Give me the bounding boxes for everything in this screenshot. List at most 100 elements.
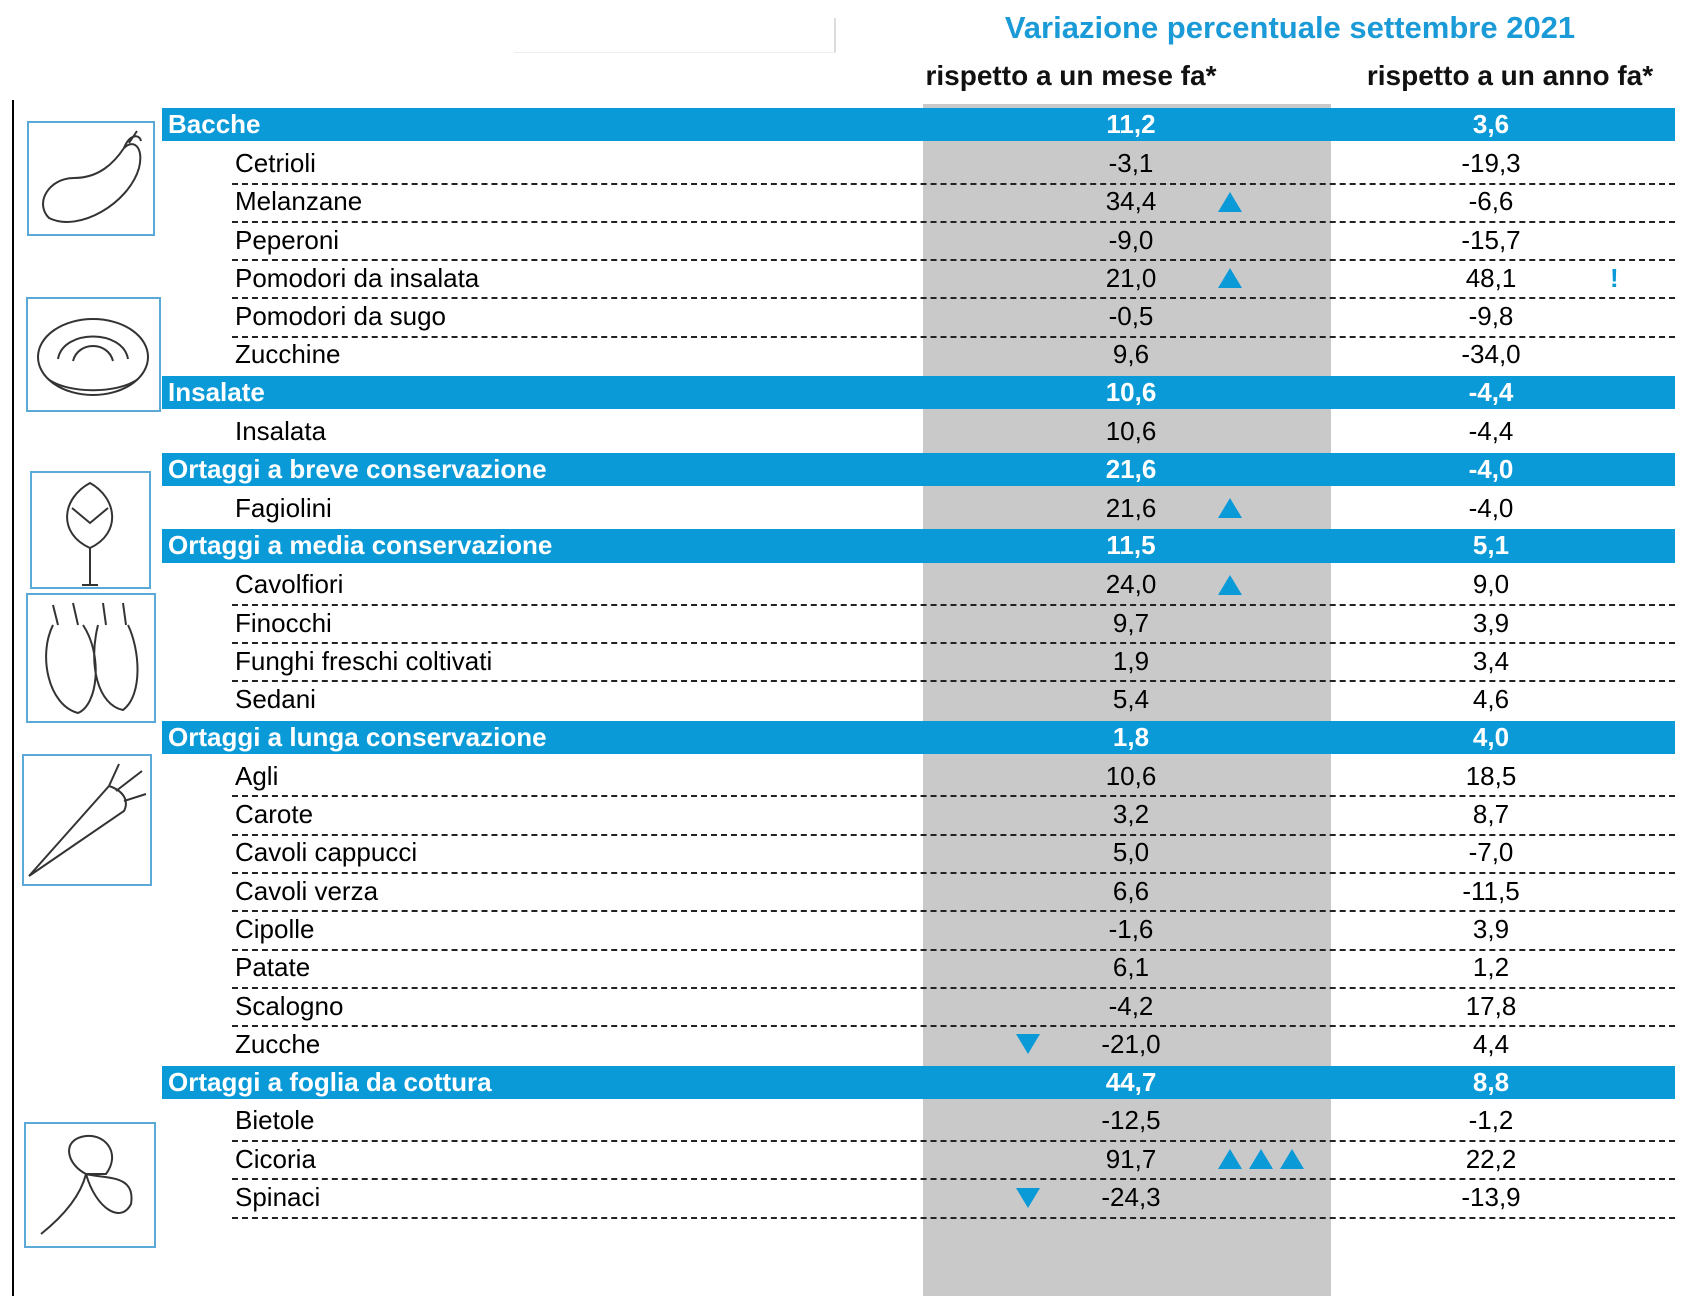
- year-value: 48,1: [1465, 262, 1517, 293]
- month-value: 10,6: [1105, 760, 1157, 791]
- item-name: Scalogno: [235, 990, 344, 1021]
- row-divider: [232, 642, 1675, 645]
- month-value: 6,1: [1112, 952, 1150, 983]
- up-arrow: [1218, 1149, 1242, 1170]
- year-value: 8,7: [1472, 799, 1510, 830]
- year-value: 17,8: [1465, 990, 1517, 1021]
- up-arrow: [1280, 1149, 1304, 1170]
- item-row: Insalata 10,6 -4,4: [162, 412, 1675, 450]
- item-row: Cavoli cappucci 5,0 -7,0: [162, 834, 1675, 874]
- up-arrow: [1249, 1149, 1273, 1170]
- year-value: -4,4: [1468, 377, 1514, 408]
- month-value: -4,2: [1108, 990, 1154, 1021]
- up-arrow: [1218, 574, 1242, 595]
- item-name: Peperoni: [235, 224, 340, 255]
- item-row: Finocchi 9,7 3,9: [162, 604, 1675, 645]
- year-value: 3,9: [1472, 607, 1510, 638]
- month-value: 3,2: [1112, 799, 1150, 830]
- item-row: Funghi freschi coltivati 1,9 3,4: [162, 642, 1675, 683]
- column-header: rispetto a un anno fa*: [1366, 60, 1654, 91]
- row-divider: [232, 1140, 1675, 1143]
- row-divider: [232, 1216, 1675, 1219]
- row-divider: [232, 1025, 1675, 1028]
- month-value: -21,0: [1101, 1028, 1161, 1059]
- group-name: Bacche: [168, 109, 261, 140]
- item-name: Fagiolini: [235, 492, 332, 523]
- artichoke-icon: [30, 471, 151, 589]
- left-rule: [12, 100, 14, 1296]
- group-name: Ortaggi a breve conservazione: [168, 453, 547, 484]
- year-value: 3,6: [1472, 109, 1510, 140]
- year-value: 4,4: [1472, 1028, 1510, 1059]
- item-name: Cavoli cappucci: [235, 837, 418, 868]
- group-row: Insalate 10,6 -4,4: [162, 376, 1675, 410]
- item-row: Melanzane 34,4 -6,6: [162, 183, 1675, 223]
- month-value: 21,6: [1105, 453, 1157, 484]
- item-name: Cavolfiori: [235, 569, 344, 600]
- year-value: -15,7: [1461, 224, 1521, 255]
- item-row: Agli 10,6 18,5: [162, 757, 1675, 798]
- item-name: Cetrioli: [235, 147, 316, 178]
- row-divider: [232, 910, 1675, 913]
- row-divider: [232, 986, 1675, 989]
- item-name: Insalata: [235, 416, 327, 447]
- item-row: Cetrioli -3,1 -19,3: [162, 144, 1675, 185]
- item-row: Cipolle -1,6 3,9: [162, 910, 1675, 951]
- item-name: Zucchine: [235, 339, 341, 370]
- item-row: Zucche -21,0 4,4: [162, 1025, 1675, 1063]
- row-divider: [232, 259, 1675, 262]
- item-name: Cicoria: [235, 1143, 316, 1174]
- down-arrow: [1016, 1034, 1040, 1055]
- item-name: Sedani: [235, 684, 316, 715]
- group-row: Ortaggi a foglia da cottura 44,7 8,8: [162, 1065, 1675, 1099]
- item-row: Spinaci -24,3 -13,9: [162, 1178, 1675, 1219]
- item-row: Scalogno -4,2 17,8: [162, 987, 1675, 1028]
- row-divider: [232, 795, 1675, 798]
- chard-icon: [24, 1122, 156, 1248]
- item-name: Carote: [235, 799, 314, 830]
- item-row: Fagiolini 21,6 -4,0: [162, 489, 1675, 527]
- down-arrow: [1016, 1187, 1040, 1208]
- cabbage-icon: [26, 297, 161, 412]
- month-value: 10,6: [1105, 377, 1157, 408]
- item-name: Agli: [235, 760, 279, 791]
- item-row: Cicoria 91,7 22,2: [162, 1140, 1675, 1181]
- blank-box: [514, 18, 836, 53]
- month-value: -3,1: [1108, 147, 1154, 178]
- month-value: 34,4: [1105, 186, 1157, 217]
- month-value: 10,6: [1105, 416, 1157, 447]
- up-arrow: [1218, 498, 1242, 519]
- row-divider: [232, 948, 1675, 951]
- month-value: 1,8: [1112, 721, 1150, 752]
- row-divider: [232, 680, 1675, 683]
- month-value: -1,6: [1108, 913, 1154, 944]
- item-row: Cavoli verza 6,6 -11,5: [162, 872, 1675, 913]
- item-name: Patate: [235, 952, 311, 983]
- item-name: Melanzane: [235, 186, 363, 217]
- year-value: 1,2: [1472, 952, 1510, 983]
- year-value: 4,6: [1472, 684, 1510, 715]
- year-value: -9,8: [1468, 301, 1514, 332]
- group-row: Ortaggi a breve conservazione 21,6 -4,0: [162, 452, 1675, 486]
- year-value: -4,0: [1468, 453, 1514, 484]
- year-value: -11,5: [1462, 875, 1520, 906]
- group-row: Ortaggi a lunga conservazione 1,8 4,0: [162, 720, 1675, 755]
- row-divider: [232, 335, 1675, 338]
- year-note: !: [1610, 262, 1619, 293]
- column-header: rispetto a un mese fa*: [925, 60, 1217, 91]
- month-value: 5,4: [1112, 684, 1150, 715]
- title: Variazione percentuale settembre 2021: [1004, 10, 1576, 45]
- month-value: -9,0: [1108, 224, 1154, 255]
- row-divider: [232, 603, 1675, 606]
- item-name: Spinaci: [235, 1182, 321, 1213]
- group-name: Ortaggi a foglia da cottura: [168, 1066, 492, 1097]
- row-divider: [232, 833, 1675, 836]
- year-value: 4,0: [1472, 721, 1510, 752]
- year-value: -4,4: [1468, 416, 1514, 447]
- year-value: 22,2: [1465, 1143, 1517, 1174]
- group-name: Ortaggi a lunga conservazione: [168, 721, 547, 752]
- item-name: Zucche: [235, 1028, 321, 1059]
- year-value: 9,0: [1472, 569, 1510, 600]
- item-name: Cavoli verza: [235, 875, 379, 906]
